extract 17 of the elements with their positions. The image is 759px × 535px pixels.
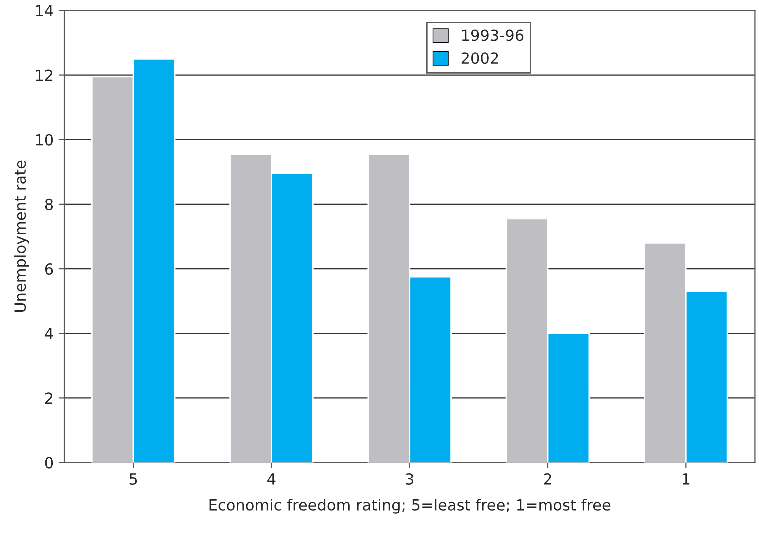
- x-tick-label: 4: [268, 474, 276, 485]
- y-tick-label: 0: [45, 457, 54, 469]
- y-tick-label: 4: [45, 328, 54, 340]
- x-tick-label: 5: [130, 474, 138, 486]
- y-axis-title: Unemployment rate: [14, 160, 30, 312]
- x-tick-label: 3: [406, 473, 414, 486]
- x-axis-title: Economic freedom rating; 5=least free; 1=most free: [210, 499, 611, 514]
- legend-label: 2002: [462, 52, 498, 64]
- legend-label: 1993-96: [462, 30, 524, 42]
- y-tick-label: 6: [45, 263, 54, 276]
- x-tick-label: 2: [544, 473, 552, 485]
- y-tick-label: 12: [36, 70, 53, 82]
- y-tick-label: 10: [36, 134, 54, 146]
- y-tick-label: 8: [45, 198, 54, 210]
- y-tick-label: 2: [45, 392, 53, 404]
- y-tick-label: 14: [36, 5, 54, 17]
- x-tick-label: 1: [682, 474, 690, 485]
